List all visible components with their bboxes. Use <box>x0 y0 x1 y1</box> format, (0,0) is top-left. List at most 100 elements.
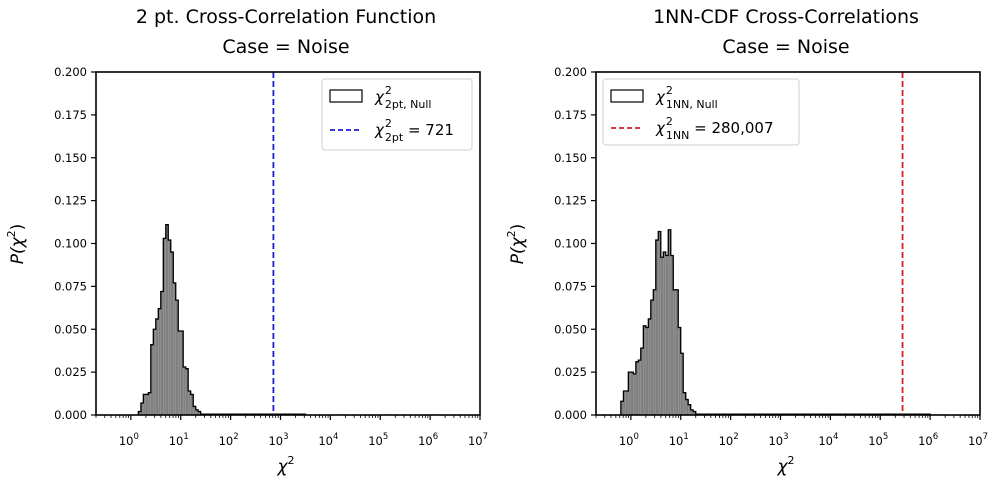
right-hist-bar <box>625 390 629 415</box>
left-hist-bar <box>168 240 171 415</box>
right-legend-entry-null: χ2 1NN, Null <box>655 84 718 111</box>
right-legend: χ2 1NN, Null χ2 1NN = 280,007 <box>602 78 800 146</box>
right-ytick-label: 0.200 <box>554 65 587 79</box>
right-x-axis-label: χ2 <box>776 454 794 477</box>
right-hist-bar <box>660 257 664 415</box>
right-hist-bar <box>678 327 681 415</box>
left-histogram <box>137 223 307 415</box>
right-xtick-label: 104 <box>818 432 838 448</box>
right-panel: 1NN-CDF Cross-Correlations Case = Noise … <box>505 6 988 477</box>
right-hist-bar <box>670 255 674 415</box>
left-legend-entry-observed: χ2 2pt = 721 <box>374 117 454 144</box>
left-hist-bar <box>198 411 201 415</box>
right-ytick-label: 0.175 <box>554 108 587 122</box>
right-ytick-label: 0.075 <box>554 279 587 293</box>
left-ytick-label: 0.175 <box>54 108 87 122</box>
right-hist-bar <box>645 327 649 415</box>
right-xtick-label: 103 <box>768 432 788 448</box>
left-hist-bar <box>163 238 166 415</box>
right-legend-entry-observed: χ2 1NN = 280,007 <box>655 115 774 142</box>
left-hist-bar <box>140 402 144 415</box>
right-hist-bar <box>675 289 679 415</box>
left-ytick-label: 0.025 <box>54 365 87 379</box>
right-hist-bar <box>655 240 659 415</box>
right-hist-bar <box>643 325 646 415</box>
right-hist-bar <box>640 348 644 415</box>
left-xtick-label: 107 <box>468 432 488 448</box>
right-y-axis-label: P(χ2) <box>505 224 528 265</box>
left-legend-entry-null: χ2 2pt, Null <box>374 84 432 111</box>
left-xtick-label: 102 <box>219 432 239 448</box>
left-xtick-label: 106 <box>418 432 438 448</box>
right-hist-bar <box>668 229 671 415</box>
right-xtick-label: 100 <box>619 432 639 448</box>
right-ytick-label: 0.050 <box>554 322 587 336</box>
left-hist-bar <box>175 300 179 415</box>
right-hist-bar <box>683 392 686 415</box>
right-hist-bar <box>693 411 696 415</box>
left-hist-bar <box>173 282 176 415</box>
right-xtick-label: 107 <box>968 432 988 448</box>
left-hist-bar <box>143 394 146 415</box>
right-hist-bar <box>650 300 654 415</box>
right-hist-bar <box>665 255 669 415</box>
right-hist-bar <box>690 409 694 415</box>
left-xtick-label: 103 <box>268 432 288 448</box>
right-legend-box <box>602 78 800 146</box>
right-ytick-label: 0.150 <box>554 151 587 165</box>
left-hist-bar <box>145 394 149 415</box>
left-hist-bar <box>185 368 189 415</box>
left-ytick-label: 0.125 <box>54 194 87 208</box>
right-hist-bar <box>653 289 656 415</box>
left-hist-bar <box>155 318 159 415</box>
left-hist-bar <box>193 406 196 415</box>
left-ytick-label: 0.050 <box>54 322 87 336</box>
left-x-ticks: 100 101 102 103 104 105 106 107 <box>95 415 488 448</box>
left-xtick-label: 104 <box>318 432 338 448</box>
right-hist-bar <box>688 404 691 415</box>
right-hist-bar <box>628 372 631 415</box>
right-hist-bar <box>680 353 684 415</box>
left-legend-patch-swatch <box>329 89 363 103</box>
right-hist-bar <box>623 390 626 415</box>
left-hist-bar <box>148 392 151 415</box>
left-ytick-label: 0.100 <box>54 237 87 251</box>
left-ytick-label: 0.000 <box>54 408 87 422</box>
right-xtick-label: 101 <box>669 432 689 448</box>
left-title-line1: 2 pt. Cross-Correlation Function <box>136 6 436 28</box>
right-xtick-label: 105 <box>868 432 888 448</box>
left-hist-bar <box>138 411 141 415</box>
right-axes-frame <box>595 71 981 416</box>
right-ytick-label: 0.100 <box>554 237 587 251</box>
right-xtick-label: 106 <box>918 432 938 448</box>
left-hist-bar <box>160 291 164 415</box>
right-hist-bar <box>638 360 641 415</box>
left-legend: χ2 2pt, Null χ2 2pt = 721 <box>321 78 473 151</box>
right-hist-bar <box>633 373 636 415</box>
left-hist-outline <box>137 223 307 415</box>
left-hist-bar <box>165 224 169 415</box>
right-hist-bar <box>658 231 661 415</box>
left-xtick-label: 100 <box>119 432 139 448</box>
right-hist-bar <box>635 361 639 415</box>
right-hist-outline <box>620 229 931 415</box>
left-ytick-label: 0.200 <box>54 65 87 79</box>
right-title-line1: 1NN-CDF Cross-Correlations <box>653 6 919 28</box>
right-title-line2: Case = Noise <box>722 36 849 58</box>
right-ytick-label: 0.000 <box>554 408 587 422</box>
left-panel: 2 pt. Cross-Correlation Function Case = … <box>5 6 488 477</box>
left-hist-bar <box>180 330 184 415</box>
left-hist-bar <box>183 366 186 415</box>
left-hist-bar <box>190 394 194 415</box>
left-xtick-label: 105 <box>368 432 388 448</box>
right-legend-patch-swatch <box>610 89 644 103</box>
right-hist-bar <box>630 372 634 415</box>
left-hist-bar <box>170 252 174 415</box>
left-hist-bar <box>153 329 156 415</box>
right-ytick-label: 0.025 <box>554 365 587 379</box>
right-hist-bar <box>685 399 689 415</box>
left-axes-frame <box>95 71 481 416</box>
left-hist-bar <box>150 344 154 415</box>
left-hist-bar <box>178 330 181 415</box>
